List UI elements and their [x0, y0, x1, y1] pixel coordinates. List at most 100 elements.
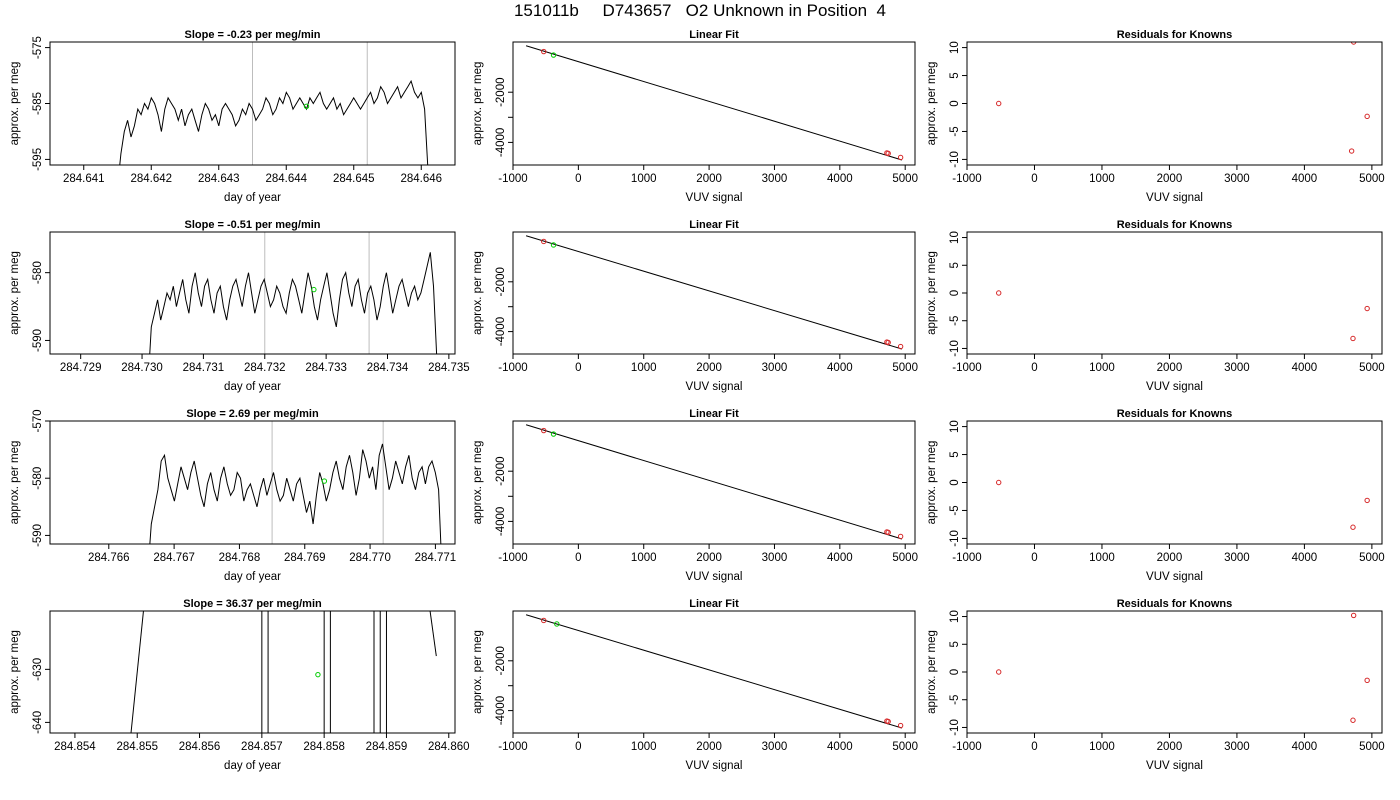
panel-title: Linear Fit	[689, 219, 739, 231]
x-tick-label: 3000	[1224, 552, 1250, 564]
x-tick-label: 0	[1031, 741, 1037, 753]
plot-area	[525, 45, 904, 161]
panel-ts3: 284.766 284.767 284.768 284.769 284.770 284.7…	[9, 408, 456, 583]
y-tick-label: -5	[949, 695, 961, 705]
x-tick-label: 1000	[631, 552, 657, 564]
series-segment	[130, 611, 144, 733]
x-tick-label: 1000	[631, 173, 657, 185]
panel-fit1: -1000 0 1000 2000 3000 4000 5000 -4000 -2000 Line…	[472, 29, 918, 204]
x-axis-label: VUV signal	[686, 381, 743, 393]
panel-title: Slope = 2.69 per meg/min	[186, 408, 319, 420]
x-tick-label: 284.729	[60, 362, 102, 374]
data-point	[1350, 42, 1357, 45]
x-tick-label: 5000	[1359, 362, 1385, 374]
x-tick-label: 3000	[762, 362, 788, 374]
plot-area	[525, 614, 904, 729]
y-axis-label: approx. per meg	[926, 251, 938, 335]
panel-title: Residuals for Knowns	[1117, 29, 1233, 41]
data-point	[996, 100, 1002, 107]
panel-title: Residuals for Knowns	[1117, 219, 1233, 231]
plot-frame	[512, 420, 916, 545]
y-tick-label: -570	[32, 409, 44, 432]
data-point	[541, 617, 547, 624]
plot-frame	[512, 610, 916, 734]
data-point	[1350, 335, 1356, 342]
x-tick-label: 5000	[1359, 552, 1385, 564]
x-tick-label: 284.642	[130, 173, 172, 185]
y-tick-label: 5	[949, 72, 961, 78]
x-tick-label: 3000	[762, 173, 788, 185]
y-tick-label: 0	[949, 479, 961, 485]
data-point	[1364, 113, 1370, 120]
x-tick-label: 3000	[1224, 173, 1250, 185]
y-tick-label: 0	[949, 100, 961, 106]
plot-frame	[966, 231, 1383, 355]
y-tick-label: -5	[949, 505, 961, 515]
panel-res2: -1000 0 1000 2000 3000 4000 5000 -10 -5 0 5 10 Resid…	[926, 219, 1385, 393]
x-axis-label: VUV signal	[686, 192, 743, 204]
x-tick-label: 2000	[1157, 362, 1183, 374]
data-point	[885, 150, 891, 157]
panel-title: Residuals for Knowns	[1117, 408, 1233, 420]
x-tick-label: 2000	[1157, 741, 1183, 753]
x-tick-label: 284.858	[303, 741, 345, 753]
plot-area	[130, 611, 437, 733]
x-tick-label: 4000	[827, 552, 853, 564]
y-tick-label: -4000	[495, 128, 507, 157]
x-tick-label: 1000	[1089, 552, 1115, 564]
plot-frame	[966, 420, 1383, 545]
data-point	[1364, 677, 1370, 684]
series-line	[119, 79, 429, 165]
panel-title: Slope = 36.37 per meg/min	[183, 598, 322, 610]
data-point	[315, 671, 321, 678]
data-point	[541, 427, 547, 434]
x-tick-label: -1000	[498, 552, 527, 564]
y-axis-label: approx. per meg	[472, 441, 484, 525]
x-tick-label: 0	[575, 173, 581, 185]
data-point	[1364, 497, 1370, 504]
panel-res1: -1000 0 1000 2000 3000 4000 5000 -10 -5 0 5 10 Resid…	[926, 29, 1385, 204]
x-tick-label: 5000	[1359, 173, 1385, 185]
y-axis-label: approx. per meg	[926, 630, 938, 714]
y-axis-label: approx. per meg	[9, 62, 21, 146]
x-tick-label: 284.733	[305, 362, 347, 374]
x-tick-label: 284.770	[349, 552, 391, 564]
y-axis-label: approx. per meg	[926, 62, 938, 146]
x-tick-label: 0	[575, 552, 581, 564]
y-tick-label: -4000	[495, 696, 507, 725]
y-axis-label: approx. per meg	[9, 251, 21, 335]
x-tick-label: 0	[575, 362, 581, 374]
y-tick-label: -5	[949, 126, 961, 136]
y-axis-label: approx. per meg	[9, 441, 21, 525]
y-tick-label: -595	[32, 148, 44, 171]
y-tick-label: 10	[949, 231, 961, 244]
data-point	[996, 290, 1002, 296]
y-tick-label: 10	[949, 420, 961, 433]
y-tick-label: -4000	[495, 507, 507, 536]
data-point	[550, 242, 557, 248]
x-tick-label: 5000	[1359, 741, 1385, 753]
x-tick-label: 284.768	[219, 552, 261, 564]
y-axis-label: approx. per meg	[926, 441, 938, 525]
x-tick-label: -1000	[952, 552, 981, 564]
plot-area	[996, 290, 1370, 342]
y-tick-label: 5	[949, 641, 961, 647]
plot-frame	[512, 231, 916, 355]
y-tick-label: -2000	[495, 646, 507, 675]
x-tick-label: 1000	[1089, 741, 1115, 753]
panel-ts4: 284.854 284.855 284.856 284.857 284.858 284.8…	[9, 598, 470, 772]
panel-res4: -1000 0 1000 2000 3000 4000 5000 -10 -5 0 5 10 Resid…	[926, 598, 1385, 772]
panel-fit2: -1000 0 1000 2000 3000 4000 5000 -4000 -2000 Line…	[472, 219, 918, 393]
x-tick-label: 284.734	[367, 362, 409, 374]
x-tick-label: 284.735	[428, 362, 470, 374]
panel-title: Slope = -0.23 per meg/min	[184, 29, 320, 41]
y-tick-label: -585	[32, 92, 44, 115]
panel-title: Slope = -0.51 per meg/min	[184, 219, 320, 231]
x-tick-label: 284.771	[415, 552, 457, 564]
data-point	[1350, 612, 1357, 619]
x-tick-label: 5000	[892, 173, 918, 185]
x-tick-label: 5000	[892, 552, 918, 564]
data-point	[1364, 305, 1370, 312]
x-tick-label: 4000	[1292, 362, 1318, 374]
